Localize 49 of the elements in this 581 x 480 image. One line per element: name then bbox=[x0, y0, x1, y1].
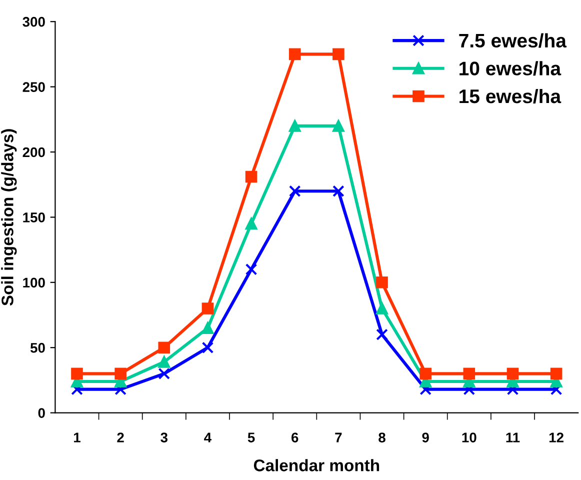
y-tick-label: 150 bbox=[23, 212, 45, 222]
point bbox=[376, 328, 388, 340]
point bbox=[376, 302, 388, 314]
point bbox=[288, 48, 301, 60]
point bbox=[288, 185, 301, 198]
point bbox=[420, 368, 432, 380]
point bbox=[376, 276, 388, 288]
x-tick-label: 2 bbox=[117, 432, 124, 442]
x-tick-label: 8 bbox=[378, 432, 386, 442]
x-tick-label: 9 bbox=[422, 432, 429, 442]
point bbox=[288, 120, 301, 132]
x-tick-label: 11 bbox=[506, 432, 520, 442]
y-axis-title: Soil ingestion (g/days) bbox=[1, 129, 17, 306]
point bbox=[158, 356, 170, 368]
point bbox=[506, 368, 519, 380]
y-tick-label: 300 bbox=[22, 16, 45, 27]
y-tick-label: 0 bbox=[38, 408, 45, 418]
x-tick-label: 12 bbox=[549, 432, 564, 442]
point bbox=[114, 368, 126, 380]
point bbox=[245, 263, 258, 276]
point bbox=[332, 120, 344, 132]
point bbox=[245, 218, 258, 230]
x-axis-title: Calendar month bbox=[254, 459, 380, 472]
x-tick-label: 7 bbox=[335, 432, 342, 442]
legend-label: 15 ewes/ha bbox=[460, 88, 562, 104]
point bbox=[158, 368, 170, 380]
x-tick-label: 3 bbox=[160, 432, 168, 442]
y-tick-label: 250 bbox=[22, 82, 45, 92]
point bbox=[158, 342, 170, 354]
y-tick-label: 200 bbox=[22, 147, 45, 158]
point bbox=[202, 342, 214, 354]
point bbox=[550, 368, 562, 380]
point bbox=[71, 368, 83, 380]
point bbox=[332, 185, 344, 198]
x-tick-label: 10 bbox=[462, 432, 476, 442]
y-tick-label: 50 bbox=[30, 342, 45, 353]
x-tick-label: 4 bbox=[204, 432, 212, 442]
point bbox=[463, 368, 476, 380]
point bbox=[245, 170, 258, 183]
x-tick-label: 6 bbox=[292, 432, 298, 442]
legend-label: 10 ewes/ha bbox=[460, 61, 562, 76]
x-tick-label: 5 bbox=[248, 432, 255, 442]
point bbox=[202, 322, 214, 334]
point bbox=[506, 383, 519, 396]
y-tick-label: 100 bbox=[23, 278, 45, 288]
legend-label: 7.5 ewes/ha bbox=[459, 33, 567, 48]
point bbox=[332, 48, 344, 60]
x-tick-label: 1 bbox=[74, 432, 80, 442]
point bbox=[202, 302, 214, 314]
